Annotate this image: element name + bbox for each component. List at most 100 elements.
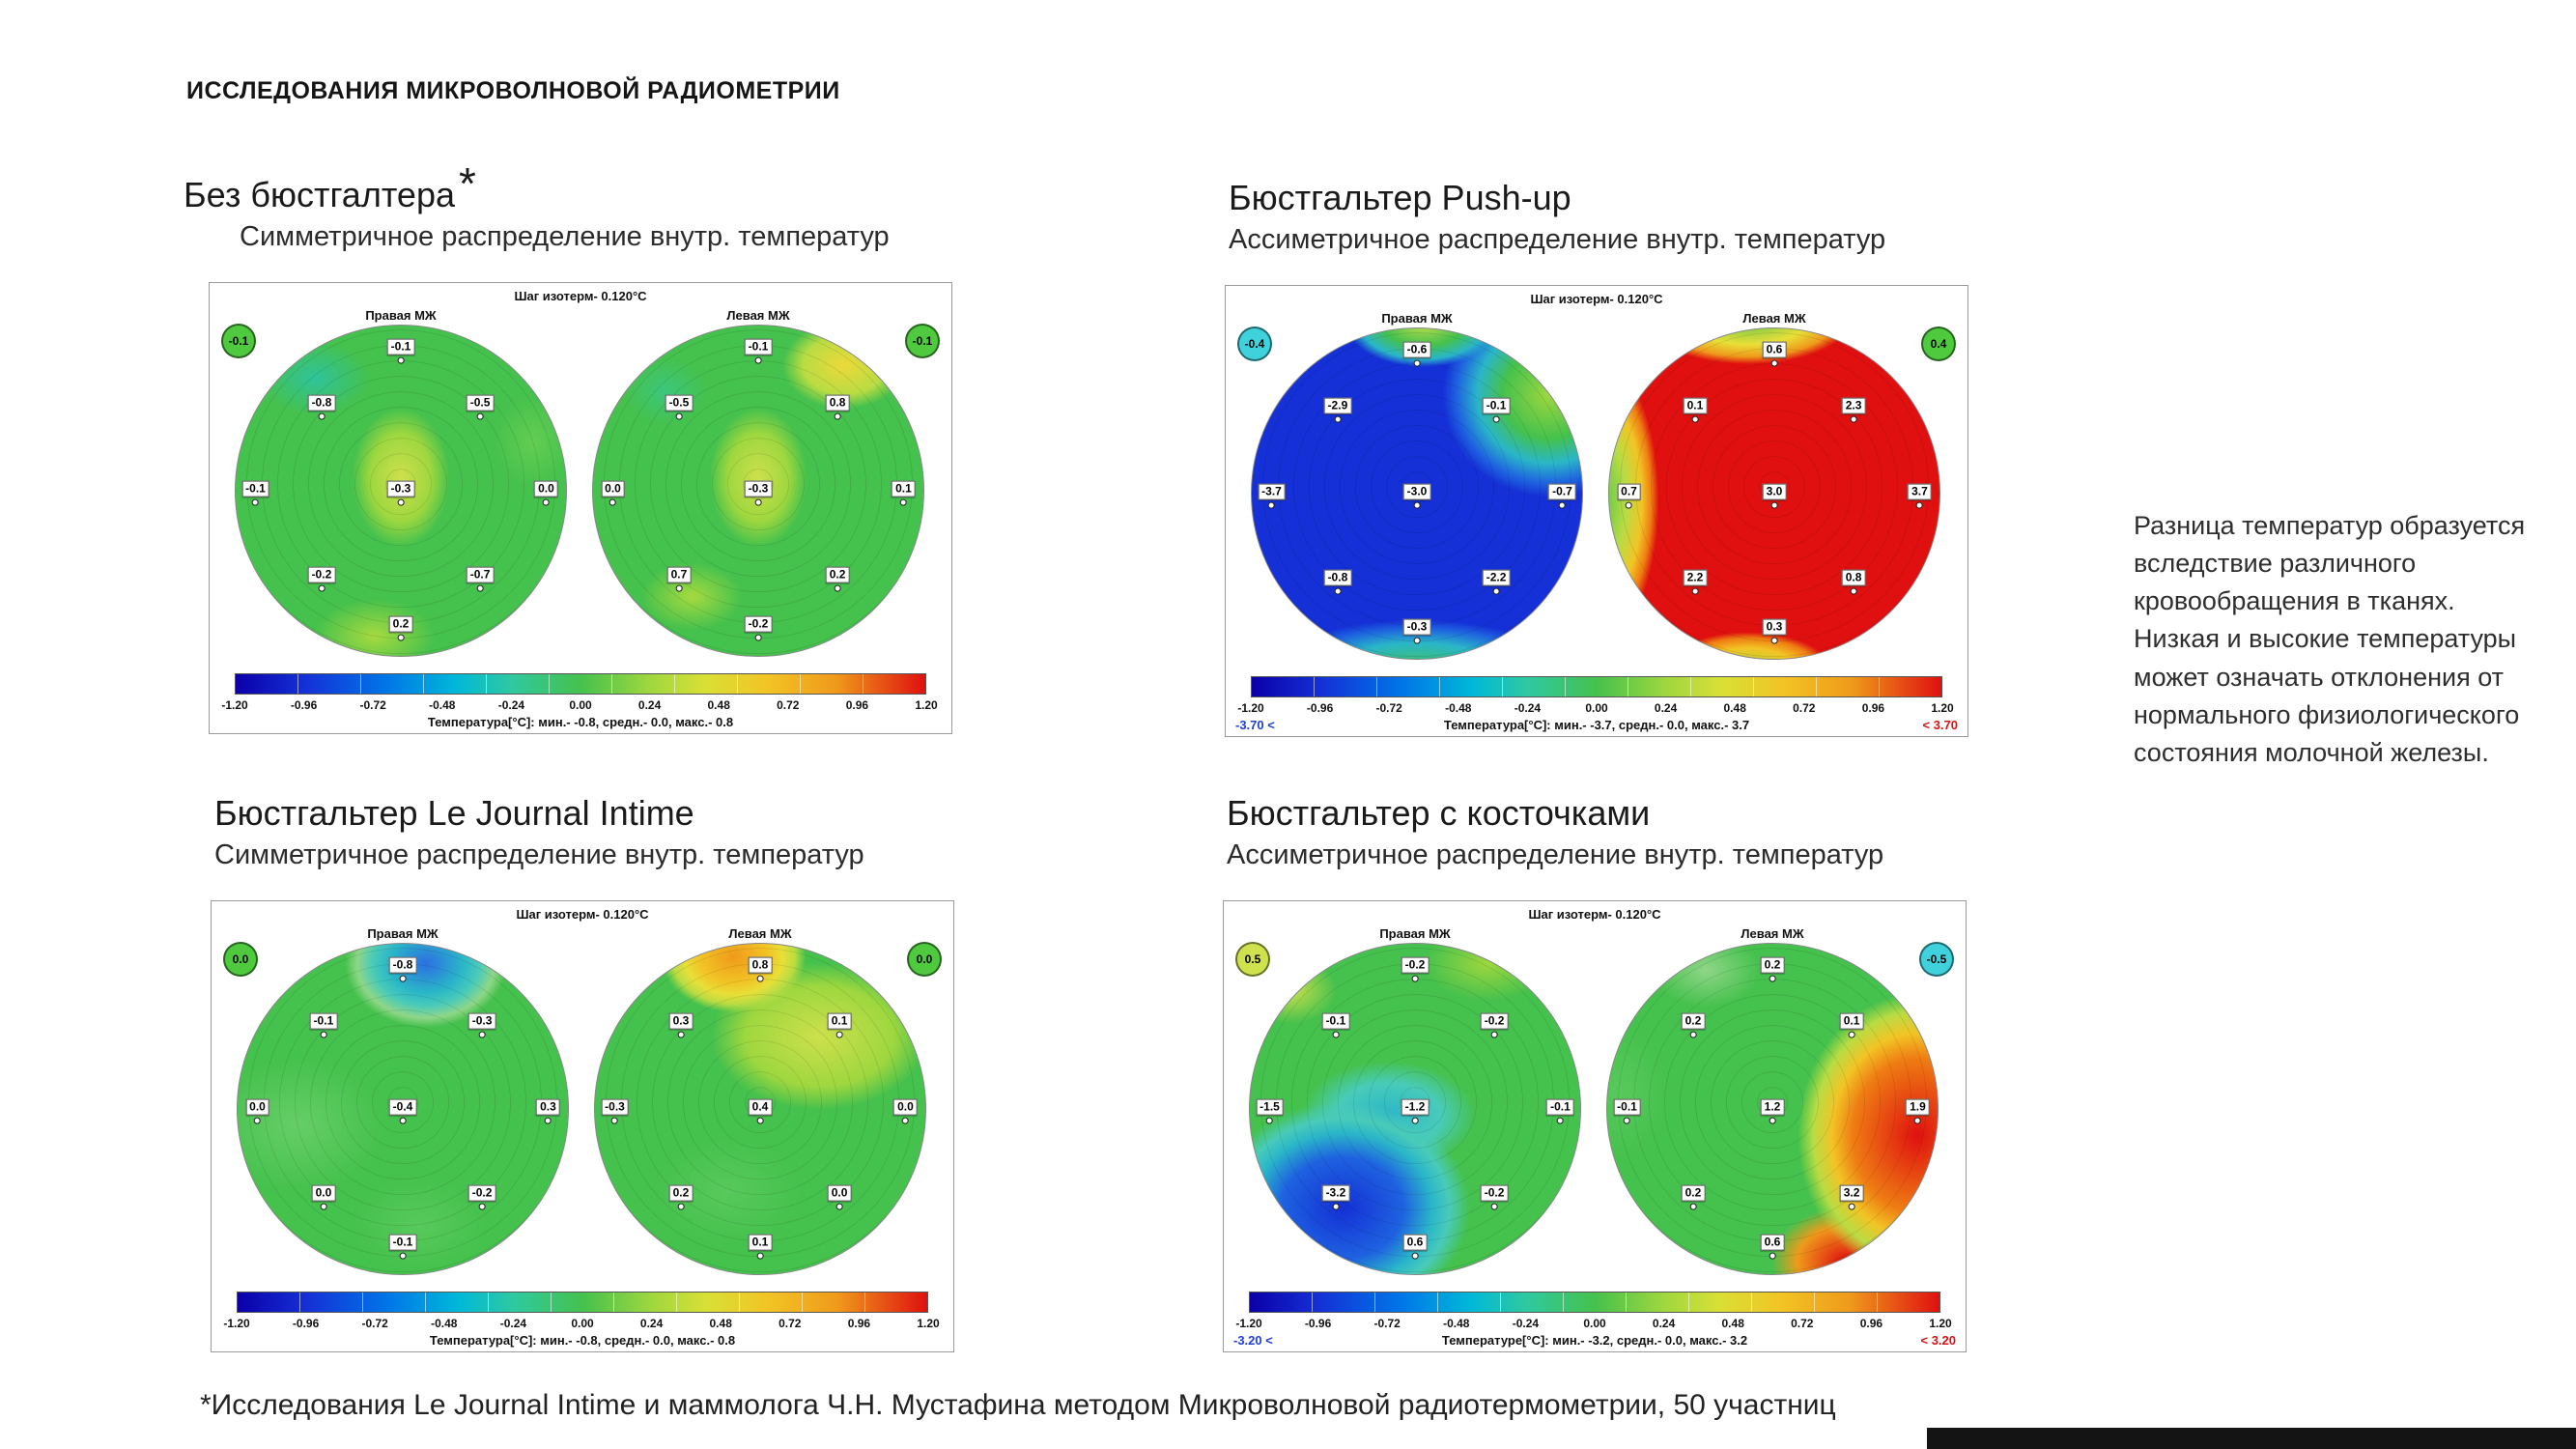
measure-point-bottom: -0.1 [388, 1234, 417, 1260]
colorbar-tick: 0.24 [1652, 1317, 1676, 1330]
measure-point-marker [476, 584, 484, 592]
measure-point-upper-left: -0.1 [309, 1012, 338, 1038]
measure-point-bottom: 0.2 [388, 615, 413, 641]
axillary-value-right: 0.4 [1921, 327, 1956, 361]
measure-point-bottom: 0.1 [748, 1234, 773, 1260]
measure-point-value: 0.2 [825, 566, 850, 583]
measure-point-marker [542, 498, 550, 506]
panel-title-text: Бюстгальтер Push-up [1229, 178, 1571, 217]
colorbar-tick: 0.96 [845, 698, 869, 712]
measure-point-center: 1.2 [1760, 1098, 1785, 1124]
measure-point-value: 2.3 [1841, 397, 1866, 414]
panel-subtitle: Симметричное распределение внутр. темпер… [214, 839, 864, 870]
measure-point-value: 0.1 [827, 1012, 852, 1030]
measure-point-top: -0.2 [1401, 956, 1430, 982]
left-breast-thermogram: 0.2 0.2 0.1 -0.1 1.2 1.9 0.2 3.2 0.6 [1606, 943, 1939, 1275]
colorbar-tick: 1.20 [915, 698, 938, 712]
measure-point-left: -0.3 [601, 1098, 629, 1124]
axillary-value-right: -0.5 [1919, 942, 1954, 977]
axillary-value-left: 0.0 [223, 942, 258, 977]
colorbar-tick: 0.72 [1793, 701, 1816, 715]
measure-point-value: 0.2 [1681, 1012, 1706, 1030]
measure-point-upper-left: -0.1 [1321, 1012, 1350, 1038]
temperature-colorbar [1249, 1292, 1940, 1313]
measure-point-value: -0.2 [1401, 956, 1430, 974]
measure-point-value: 0.7 [666, 566, 692, 583]
measure-point-lower-right: 3.2 [1839, 1184, 1864, 1210]
measure-point-value: -0.7 [1548, 483, 1576, 500]
measure-point-marker [754, 356, 762, 364]
measure-point-value: -1.5 [1256, 1098, 1284, 1116]
measure-point-right: -0.1 [1546, 1098, 1574, 1124]
measure-point-value: -0.1 [1613, 1098, 1641, 1116]
measure-point-lower-right: -0.7 [466, 566, 495, 592]
measure-point-top: -0.1 [386, 338, 415, 364]
measure-point-value: -0.3 [1402, 618, 1431, 636]
measure-point-bottom: -0.3 [1402, 618, 1431, 644]
measure-point-marker [399, 1117, 407, 1124]
right-breast-thermogram: -0.1 -0.8 -0.5 -0.1 -0.3 0.0 -0.2 -0.7 0.2 [235, 325, 567, 657]
measure-point-value: 0.0 [893, 1098, 918, 1116]
measure-point-value: -0.1 [1546, 1098, 1574, 1116]
colorbar-tick: 0.00 [569, 698, 592, 712]
measure-point-marker [1848, 1031, 1855, 1038]
measure-point-upper-left: 0.2 [1681, 1012, 1706, 1038]
measure-point-value: 0.2 [1760, 956, 1785, 974]
min-flag: -3.70 < [1235, 718, 1275, 732]
measure-point-marker [1848, 1203, 1855, 1210]
measure-point-value: 3.7 [1908, 483, 1932, 500]
measure-point-marker [1334, 587, 1342, 595]
thermogram-panel: Без бюстгалтера* Симметричное распределе… [184, 161, 952, 734]
temperature-colorbar [237, 1292, 928, 1313]
colorbar-tick: -1.20 [1237, 701, 1264, 715]
measure-point-upper-right: -0.2 [1480, 1012, 1509, 1038]
measure-point-bottom: 0.6 [1402, 1234, 1428, 1260]
measure-point-value: 0.6 [1762, 341, 1787, 358]
measure-point-value: -0.1 [386, 338, 415, 355]
measure-point-marker [1332, 1203, 1340, 1210]
colorbar-tick: 0.00 [571, 1317, 594, 1330]
colorbar-tick: 0.48 [707, 698, 730, 712]
max-flag: < 3.20 [1920, 1333, 1956, 1348]
measure-point-value: 0.6 [1402, 1234, 1428, 1251]
measure-point-value: -0.3 [386, 480, 415, 497]
measure-point-bottom: 0.6 [1760, 1234, 1785, 1260]
measure-point-value: 0.1 [1839, 1012, 1864, 1030]
measure-point-value: 3.0 [1762, 483, 1787, 500]
colorbar-tick: -1.20 [223, 1317, 250, 1330]
measure-point-marker [320, 1203, 327, 1210]
temperature-stats: -3.70 < Температура[°C]: мин.- -3.7, сре… [1226, 718, 1967, 732]
colorbar-tick: -0.96 [1304, 1317, 1332, 1330]
colorbar-tick: 0.96 [1859, 1317, 1883, 1330]
measure-point-lower-right: -2.2 [1482, 569, 1511, 595]
colorbar-ticks: -1.20 -0.96 -0.72 -0.48 -0.24 0.00 0.24 0.48 0.7… [212, 1317, 953, 1332]
measure-point-marker [1691, 415, 1699, 423]
measure-point-marker [397, 634, 405, 641]
axillary-value-left: -0.4 [1237, 327, 1272, 361]
measure-point-value: 0.3 [1762, 618, 1787, 636]
measure-point-marker [609, 498, 617, 506]
left-breast-thermogram: 0.6 0.1 2.3 0.7 3.0 3.7 2.2 0.8 0.3 [1608, 327, 1940, 660]
measure-point-top: -0.6 [1402, 341, 1431, 367]
right-breast-label: Правая МЖ [367, 926, 439, 941]
measure-point-left: -3.7 [1258, 483, 1286, 509]
measure-point-value: 0.1 [1683, 397, 1708, 414]
measure-point-marker [1490, 1203, 1498, 1210]
isotherm-step-label: Шаг изотерм- 0.120°C [1528, 907, 1661, 922]
colorbar-tick: 0.72 [778, 1317, 802, 1330]
axillary-value-right: 0.0 [907, 942, 942, 977]
panel-title-text: Бюстгальтер с косточками [1227, 793, 1651, 833]
measure-point-value: -2.2 [1482, 569, 1511, 586]
measure-point-value: -0.1 [1321, 1012, 1350, 1030]
measure-point-upper-left: -0.5 [665, 394, 694, 420]
measure-point-value: -0.2 [1480, 1184, 1509, 1202]
colorbar-tick: -0.72 [361, 1317, 388, 1330]
measure-point-value: -0.8 [1323, 569, 1352, 586]
isotherm-step-label: Шаг изотерм- 0.120°C [516, 907, 649, 922]
colorbar-ticks: -1.20 -0.96 -0.72 -0.48 -0.24 0.00 0.24 0.48 0.7… [1226, 701, 1967, 717]
left-breast-label: Левая МЖ [728, 926, 792, 941]
measure-point-value: 0.3 [668, 1012, 694, 1030]
isotherm-step-label: Шаг изотерм- 0.120°C [1530, 292, 1663, 306]
measure-point-marker [1556, 1117, 1564, 1124]
